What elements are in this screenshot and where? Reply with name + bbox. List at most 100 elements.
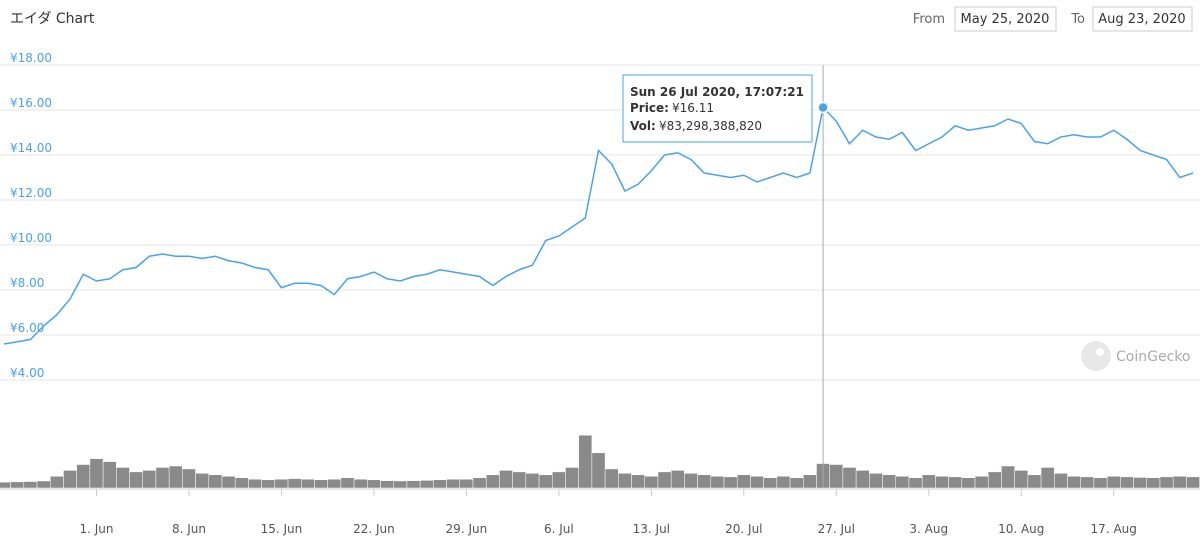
- to-input[interactable]: [1092, 6, 1193, 32]
- volume-bar: [142, 470, 157, 489]
- volume-bar: [895, 476, 910, 489]
- volume-bar: [697, 474, 712, 489]
- volume-bar: [882, 474, 896, 489]
- tooltip: Sun 26 Jul 2020, 17:07:21 Price: ¥16.11 …: [622, 74, 813, 143]
- volume-bar: [1054, 473, 1068, 489]
- y-tick-label: ¥16.00: [10, 96, 52, 110]
- volume-bar: [1080, 476, 1095, 489]
- volume-bar: [23, 481, 38, 489]
- volume-bar: [591, 452, 606, 489]
- volume-bar: [168, 465, 183, 489]
- volume-bar: [76, 464, 91, 489]
- volume-bar: [1146, 477, 1161, 489]
- watermark-text: CoinGecko: [1116, 349, 1190, 365]
- y-tick-label: ¥8.00: [10, 276, 44, 290]
- volume-bar: [789, 477, 804, 489]
- volume-bar: [102, 461, 117, 489]
- volume-bar: [538, 474, 553, 489]
- volume-bar: [829, 464, 844, 489]
- tooltip-price-label: Price:: [630, 101, 669, 115]
- volume-bar: [1001, 465, 1015, 489]
- volume-bar: [261, 479, 276, 489]
- volume-bar: [89, 458, 104, 489]
- volume-bar: [367, 479, 381, 489]
- volume-bar: [987, 471, 1002, 489]
- volume-bar: [393, 480, 408, 489]
- volume-bar: [578, 434, 593, 489]
- hover-point: [817, 101, 829, 114]
- volume-bar: [419, 480, 434, 489]
- from-input[interactable]: [954, 6, 1057, 32]
- x-tick-label: 22. Jun: [353, 522, 395, 536]
- volume-bar: [631, 474, 645, 489]
- volume-bar: [10, 481, 25, 489]
- tooltip-time: Sun 26 Jul 2020, 17:07:21: [630, 85, 804, 99]
- volume-bar: [287, 478, 302, 489]
- tooltip-price: ¥16.11: [672, 101, 714, 115]
- volume-bar: [1067, 476, 1081, 489]
- volume-bar: [1186, 476, 1200, 489]
- volume-bar: [485, 474, 500, 489]
- volume-bar: [129, 471, 143, 489]
- volume-bar: [248, 478, 262, 489]
- chart-title: エイダ Chart: [10, 11, 95, 27]
- volume-bars: [0, 434, 1200, 489]
- from-label: From: [913, 12, 945, 27]
- volume-bar: [0, 481, 11, 489]
- volume-bar: [1040, 467, 1055, 489]
- volume-bar: [234, 477, 249, 489]
- volume-bar: [525, 473, 540, 489]
- tooltip-vol-label: Vol:: [630, 119, 656, 133]
- volume-bar: [736, 474, 751, 489]
- volume-bar: [961, 477, 976, 489]
- volume-bar: [433, 479, 447, 489]
- volume-bar: [406, 480, 421, 489]
- volume-bar: [1159, 476, 1174, 489]
- volume-bar: [353, 478, 368, 489]
- y-tick-label: ¥4.00: [10, 366, 44, 380]
- volume-bar: [1106, 476, 1121, 489]
- tooltip-box: [622, 74, 813, 143]
- volume-bar: [723, 476, 738, 489]
- to-label: To: [1070, 12, 1085, 27]
- volume-bar: [36, 480, 51, 489]
- volume-bar: [842, 467, 857, 489]
- from-value[interactable]: May 25, 2020: [961, 12, 1050, 27]
- volume-bar: [1120, 476, 1134, 489]
- volume-bar: [948, 476, 963, 489]
- volume-bar: [644, 476, 659, 489]
- to-value[interactable]: Aug 23, 2020: [1098, 12, 1185, 27]
- x-tick-label: 20. Jul: [725, 522, 762, 536]
- volume-bar: [380, 480, 394, 489]
- volume-bar: [604, 468, 619, 489]
- volume-bar: [301, 478, 315, 489]
- volume-bar: [116, 467, 130, 489]
- volume-bar: [552, 471, 566, 489]
- volume-bar: [512, 471, 527, 489]
- x-tick-label: 27. Jul: [818, 522, 855, 536]
- watermark: CoinGecko: [1081, 341, 1190, 371]
- tooltip-vol: ¥83,298,388,820: [659, 119, 762, 133]
- volume-bar: [855, 470, 870, 489]
- volume-bar: [459, 478, 474, 489]
- volume-bar: [327, 478, 342, 489]
- x-tick-label: 29. Jun: [446, 522, 488, 536]
- volume-bar: [1093, 477, 1108, 489]
- x-tick-label: 17. Aug: [1091, 522, 1137, 536]
- volume-bar: [750, 476, 764, 489]
- volume-bar: [974, 476, 989, 489]
- volume-bar: [935, 476, 949, 489]
- x-tick-label: 3. Aug: [909, 522, 948, 536]
- x-tick-label: 13. Jul: [633, 522, 670, 536]
- plot: [3, 65, 1194, 488]
- y-tick-label: ¥6.00: [10, 321, 44, 335]
- volume-bar: [657, 471, 672, 489]
- y-tick-label: ¥10.00: [10, 231, 52, 245]
- volume-bar: [1027, 474, 1042, 489]
- volume-bar: [1014, 470, 1029, 489]
- volume-bar: [565, 467, 579, 489]
- volume-bar: [1133, 477, 1148, 489]
- x-tick-label: 15. Jun: [261, 522, 303, 536]
- volume-bar: [499, 470, 513, 489]
